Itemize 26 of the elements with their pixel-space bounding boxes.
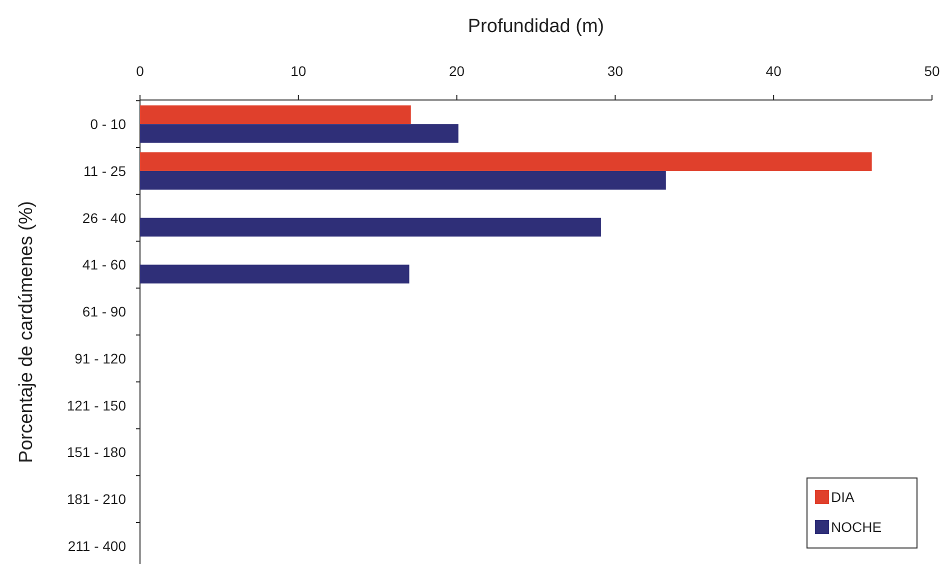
y-axis-title: Porcentaje de cardúmenes (%) [16,201,37,463]
bar [140,105,411,124]
y-tick-label: 91 - 120 [74,350,126,366]
bar [140,218,601,237]
x-tick-label: 30 [607,63,624,79]
legend-label: NOCHE [831,519,882,535]
x-tick-label: 20 [449,63,465,79]
bar [140,264,410,284]
x-tick-label: 50 [924,63,940,79]
x-tick-label: 10 [290,63,306,79]
legend-label: DIA [831,489,855,505]
y-tick-label: 0 - 10 [90,116,126,132]
y-tick-label: 151 - 180 [66,444,126,460]
x-tick-label: 40 [766,63,782,79]
x-axis-title: Profundidad (m) [468,16,604,37]
x-tick-label: 0 [136,63,144,79]
y-tick-label: 26 - 40 [82,210,126,226]
y-tick-label: 121 - 150 [66,397,126,414]
y-tick-label: 181 - 210 [66,491,126,508]
y-tick-label: 11 - 25 [83,162,126,179]
bar [140,170,666,190]
y-tick-label: 41 - 60 [82,256,126,273]
y-tick-label: 211 - 400 [68,538,126,554]
bar [140,152,872,171]
y-tick-label: 61 - 90 [82,304,126,320]
bar [140,124,458,143]
